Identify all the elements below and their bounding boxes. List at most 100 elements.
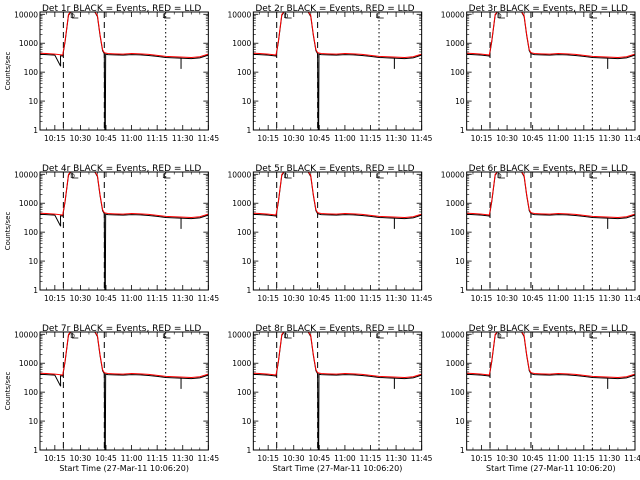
y-tick-label: 1	[247, 126, 252, 135]
x-tick-label: 11:45	[411, 454, 433, 463]
y-tick-label: 100	[450, 388, 465, 397]
x-tick-label: 11:30	[599, 134, 621, 143]
x-tick-label: 10:15	[257, 454, 279, 463]
lld-series	[253, 172, 422, 219]
events-series	[40, 12, 209, 130]
x-tick-label: 11:00	[547, 134, 569, 143]
bracket-label: D	[70, 333, 75, 340]
y-tick-label: 10000	[227, 10, 251, 19]
bracket-label: L	[162, 13, 166, 20]
x-tick-label: 10:30	[283, 294, 305, 303]
y-tick-label: 100	[450, 228, 465, 237]
y-tick-label: 1	[33, 446, 38, 455]
x-tick-label: 11:30	[172, 294, 194, 303]
plot-frame	[252, 331, 423, 451]
bracket-label: D	[70, 173, 75, 180]
y-tick-label: 10000	[227, 330, 251, 339]
y-tick-label: 1000	[446, 359, 465, 368]
x-tick-label: 11:45	[411, 294, 433, 303]
y-tick-label: 10	[455, 257, 465, 266]
y-tick-label: 100	[450, 68, 465, 77]
detector-panel-3: Det 3r BLACK = Events, RED = LLD 1 10 100 10…	[441, 4, 640, 143]
x-tick-label: 10:45	[95, 454, 117, 463]
x-axis-label: Start Time (27-Mar-11 10:06:20)	[273, 464, 403, 473]
x-tick-label: 10:15	[44, 294, 66, 303]
lld-series	[466, 12, 635, 59]
bracket-marker	[71, 13, 79, 19]
y-tick-label: 10	[28, 417, 38, 426]
lld-series	[253, 332, 422, 379]
y-tick-label: 10000	[441, 330, 465, 339]
detector-panel-2: Det 2r BLACK = Events, RED = LLD 1 10 100 10…	[227, 4, 432, 143]
x-tick-label: 11:15	[573, 294, 595, 303]
x-tick-label: 11:30	[385, 134, 407, 143]
y-tick-label: 1000	[19, 359, 38, 368]
lld-series	[40, 332, 209, 379]
y-tick-label: 1000	[446, 39, 465, 48]
bracket-marker	[377, 13, 384, 19]
x-tick-label: 11:45	[198, 134, 220, 143]
bracket-label: L	[376, 173, 380, 180]
events-series	[466, 172, 635, 220]
y-tick-label: 10	[28, 257, 38, 266]
y-tick-label: 100	[24, 388, 39, 397]
x-tick-label: 11:30	[385, 454, 407, 463]
y-tick-label: 1000	[232, 199, 251, 208]
x-tick-label: 10:30	[283, 454, 305, 463]
y-tick-label: 1000	[19, 39, 38, 48]
bracket-marker	[590, 173, 598, 179]
x-tick-label: 11:45	[624, 294, 640, 303]
x-tick-label: 10:45	[522, 134, 544, 143]
plot-frame	[466, 171, 636, 291]
panel-title: Det 2r BLACK = Events, RED = LLD	[255, 4, 414, 14]
plot-frame	[39, 11, 209, 131]
y-tick-label: 10000	[227, 170, 251, 179]
bracket-marker	[163, 333, 171, 339]
plot-frame	[252, 171, 423, 291]
y-axis-label: Counts/sec	[4, 372, 12, 411]
events-series	[466, 332, 635, 380]
x-tick-label: 11:00	[121, 454, 143, 463]
events-series	[253, 172, 422, 220]
x-tick-label: 11:30	[172, 134, 194, 143]
y-tick-label: 100	[24, 68, 39, 77]
x-tick-label: 11:00	[334, 134, 356, 143]
x-tick-label: 11:15	[573, 134, 595, 143]
lld-series	[466, 332, 635, 379]
y-tick-label: 100	[237, 388, 252, 397]
bracket-marker	[498, 173, 505, 179]
x-tick-label: 11:30	[599, 454, 621, 463]
x-tick-label: 11:30	[385, 294, 407, 303]
x-tick-label: 11:15	[360, 134, 382, 143]
x-tick-label: 11:00	[121, 294, 143, 303]
y-tick-label: 1000	[446, 199, 465, 208]
x-tick-label: 11:45	[624, 454, 640, 463]
bracket-marker	[498, 333, 505, 339]
bracket-label: D	[70, 13, 75, 20]
bracket-marker	[590, 13, 598, 19]
x-tick-label: 10:30	[496, 134, 518, 143]
x-tick-label: 10:15	[471, 134, 493, 143]
panel-title: Det 3r BLACK = Events, RED = LLD	[469, 4, 628, 14]
plot-frame	[466, 331, 636, 451]
x-tick-label: 10:30	[70, 294, 92, 303]
y-tick-label: 10	[28, 97, 38, 106]
bracket-label: L	[589, 13, 593, 20]
lld-series	[466, 172, 635, 219]
events-series	[466, 12, 635, 60]
y-tick-label: 100	[237, 228, 252, 237]
x-tick-label: 11:45	[198, 454, 220, 463]
y-tick-label: 10000	[14, 170, 38, 179]
x-tick-label: 11:00	[334, 294, 356, 303]
panel-title: Det 5r BLACK = Events, RED = LLD	[255, 164, 414, 174]
x-tick-label: 10:45	[309, 294, 331, 303]
x-tick-label: 10:45	[522, 454, 544, 463]
y-tick-label: 100	[237, 68, 252, 77]
bracket-marker	[71, 333, 79, 339]
bracket-label: L	[589, 333, 593, 340]
x-tick-label: 11:30	[172, 454, 194, 463]
plot-frame	[466, 11, 636, 131]
x-tick-label: 10:15	[471, 454, 493, 463]
x-tick-label: 11:45	[198, 294, 220, 303]
bracket-marker	[71, 173, 79, 179]
